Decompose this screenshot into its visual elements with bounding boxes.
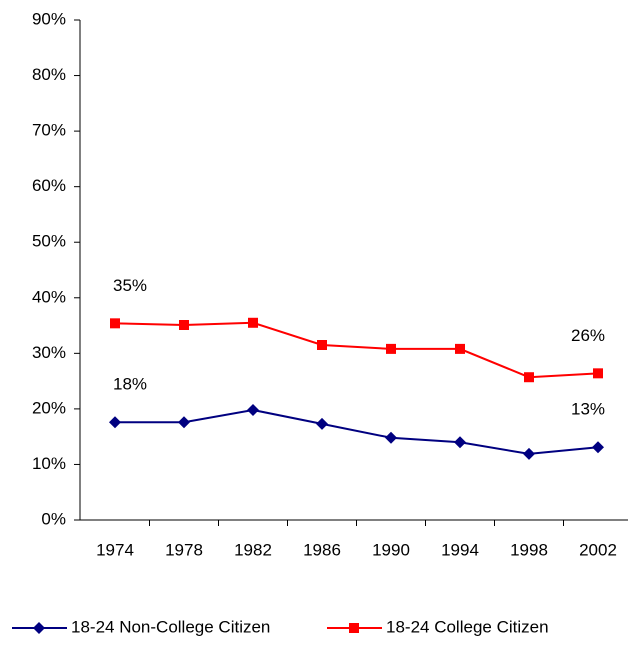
y-tick-label: 0% (41, 509, 66, 528)
y-tick-label: 70% (32, 121, 66, 140)
point-marker (179, 320, 189, 330)
y-tick-label: 60% (32, 176, 66, 195)
x-tick-label: 1978 (165, 540, 203, 559)
point-marker (247, 404, 259, 416)
y-tick-label: 30% (32, 343, 66, 362)
point-marker (592, 441, 604, 454)
y-tick-label: 40% (32, 287, 66, 306)
legend-label: 18-24 College Citizen (386, 617, 549, 636)
point-marker (385, 431, 397, 444)
data-label: 26% (571, 326, 605, 345)
y-tick-label: 80% (32, 65, 66, 84)
series-line (114, 321, 599, 379)
x-tick-label: 1994 (441, 540, 479, 559)
point-marker (178, 416, 190, 429)
legend-marker (33, 622, 45, 634)
y-tick-label: 90% (32, 9, 66, 28)
point-marker (317, 340, 327, 350)
data-label: 13% (571, 400, 605, 419)
x-tick-label: 2002 (579, 540, 617, 559)
x-tick-label: 1990 (372, 540, 410, 559)
legend-label: 18-24 Non-College Citizen (71, 617, 270, 636)
point-marker (316, 417, 328, 430)
point-marker (110, 318, 120, 329)
point-marker (109, 416, 121, 429)
point-marker (523, 447, 535, 460)
point-marker (593, 368, 603, 379)
point-marker (386, 343, 396, 354)
x-tick-label: 1982 (234, 540, 272, 559)
legend-marker (349, 623, 359, 633)
point-marker (248, 317, 258, 328)
y-tick-label: 20% (32, 398, 66, 417)
point-marker (455, 343, 465, 354)
x-tick-label: 1974 (96, 540, 134, 559)
data-label: 35% (113, 276, 147, 295)
series-line (115, 408, 599, 455)
point-marker (454, 436, 466, 449)
data-label: 18% (113, 375, 147, 394)
x-tick-label: 1986 (303, 540, 341, 559)
y-tick-label: 10% (32, 454, 66, 473)
y-tick-label: 50% (32, 232, 66, 251)
x-tick-label: 1998 (510, 540, 548, 559)
point-marker (524, 372, 534, 383)
